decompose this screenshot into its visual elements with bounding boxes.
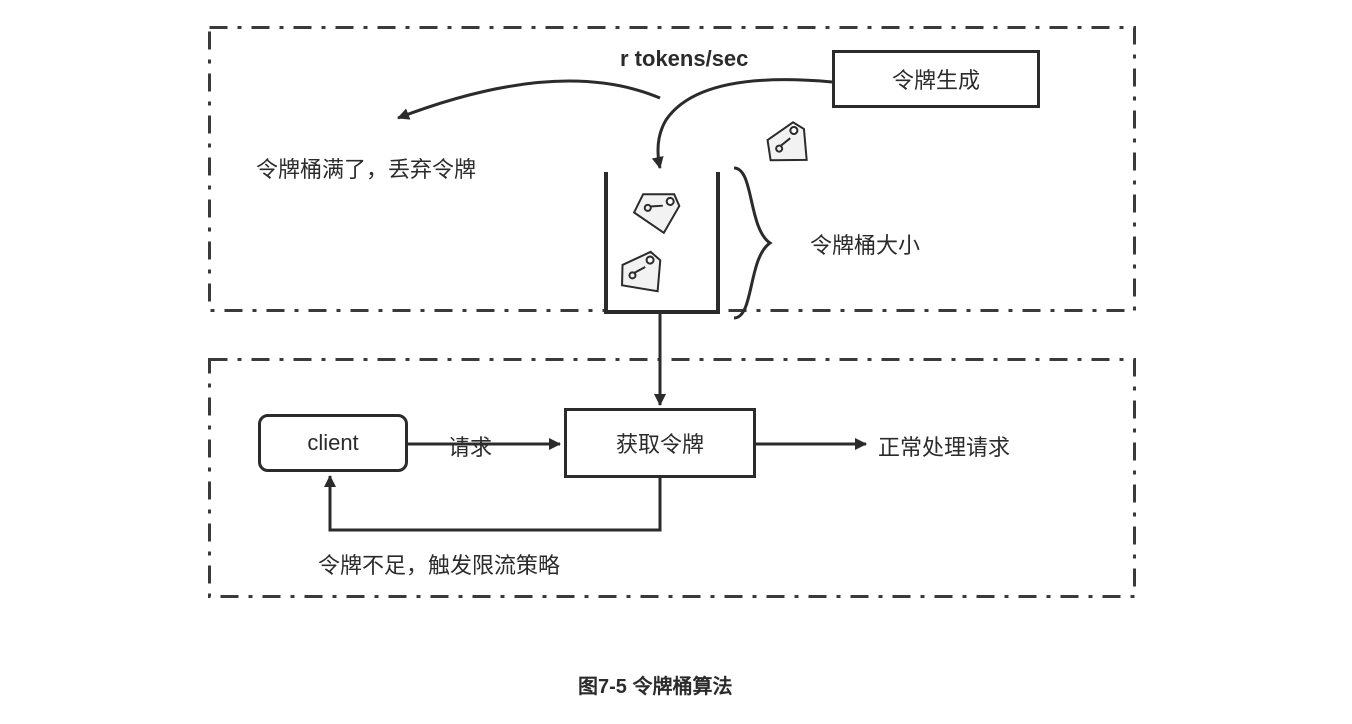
client-label: client xyxy=(307,430,358,456)
token-generator-box: 令牌生成 xyxy=(832,50,1040,108)
figure-caption: 图7-5 令牌桶算法 xyxy=(578,670,732,699)
diagram-stage: 令牌桶大小 xyxy=(0,0,1352,724)
client-box: client xyxy=(258,414,408,472)
normal-process-label: 正常处理请求 xyxy=(878,430,1010,462)
rate-label: r tokens/sec xyxy=(620,46,748,72)
get-token-box: 获取令牌 xyxy=(564,408,756,478)
insufficient-label: 令牌不足，触发限流策略 xyxy=(318,548,560,580)
get-token-label: 获取令牌 xyxy=(616,427,704,459)
request-label: 请求 xyxy=(448,430,492,462)
arrows-svg xyxy=(0,0,1352,724)
discard-label: 令牌桶满了，丢弃令牌 xyxy=(256,152,476,184)
token-generator-label: 令牌生成 xyxy=(892,63,980,95)
